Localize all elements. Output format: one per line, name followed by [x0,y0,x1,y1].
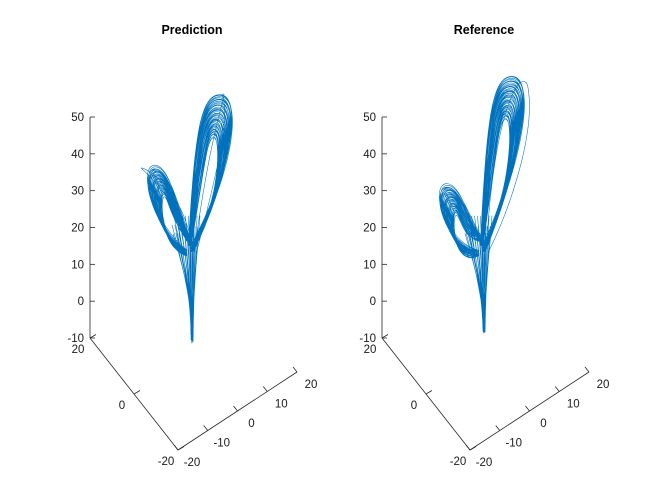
z-tick: 20 [71,223,95,235]
y-tick: 0 [119,390,141,412]
x-tick: -20 [465,444,493,469]
x-tick-label: 20 [597,379,610,391]
y-tick: 0 [411,390,433,412]
z-tick: -10 [359,333,387,345]
x-tick: 20 [584,366,610,391]
z-tick-label: 50 [71,112,84,124]
y-tick-label: -20 [158,456,175,468]
y-tick-label: 0 [411,400,417,412]
y-tick-label: -20 [450,456,467,468]
z-tick: -10 [67,333,95,345]
trajectory-line [141,93,233,344]
x-tick-label: -20 [184,457,201,469]
z-tick-label: 20 [71,223,84,235]
y-tick: 20 [72,334,97,356]
x-tick: 0 [525,405,547,430]
z-tick-label: 40 [71,149,84,161]
z-tick-label: -10 [67,333,84,345]
z-tick: 30 [363,186,387,198]
z-tick: 40 [363,149,387,161]
z-tick: 20 [363,223,387,235]
x-tick-label: 20 [305,379,318,391]
trajectory-line [439,76,530,334]
x-tick-label: -10 [213,438,230,450]
z-tick-label: 20 [363,223,376,235]
y-tick-label: 0 [119,400,125,412]
z-tick: 50 [363,112,387,124]
z-tick-label: -10 [359,333,376,345]
chart-title: Reference [454,23,514,37]
y-tick: -20 [158,446,185,468]
z-tick-label: 50 [363,112,376,124]
z-tick: 30 [71,186,95,198]
x-tick: 10 [554,386,580,411]
x-tick-label: -20 [476,457,493,469]
z-tick-label: 0 [78,296,84,308]
z-tick-label: 30 [363,186,376,198]
x-tick: 0 [233,405,255,430]
x-tick-label: 0 [540,418,546,430]
z-tick: 10 [71,259,95,271]
z-tick: 0 [370,296,387,308]
prediction-panel: Prediction -10 0 10 20 30 40 50 -20 0 20 -20 -10 0 10… [67,23,317,469]
trajectory [439,76,530,334]
y-tick-label: 20 [72,344,85,356]
x-tick: -20 [173,444,201,469]
x-tick-label: -10 [505,438,522,450]
z-tick-label: 10 [363,259,376,271]
z-tick-label: 0 [370,296,376,308]
z-tick-label: 10 [71,259,84,271]
reference-panel: Reference -10 0 10 20 30 40 50 -20 0 20 -20 -10 0 10 2… [359,23,609,469]
x-tick-label: 10 [275,399,288,411]
chart-title: Prediction [161,23,222,37]
x-tick-label: 0 [248,418,254,430]
x-tick: 10 [262,386,288,411]
z-tick: 50 [71,112,95,124]
x-tick: 20 [292,366,318,391]
z-tick-label: 30 [71,186,84,198]
trajectory [141,93,233,344]
y-tick: -20 [450,446,477,468]
x-tick: -10 [203,425,230,450]
z-tick: 0 [78,296,95,308]
y-tick-label: 20 [364,344,377,356]
x-tick: -10 [495,425,522,450]
z-tick: 40 [71,149,95,161]
x-tick-label: 10 [567,399,580,411]
z-tick: 10 [363,259,387,271]
y-tick: 20 [364,334,389,356]
z-tick-label: 40 [363,149,376,161]
